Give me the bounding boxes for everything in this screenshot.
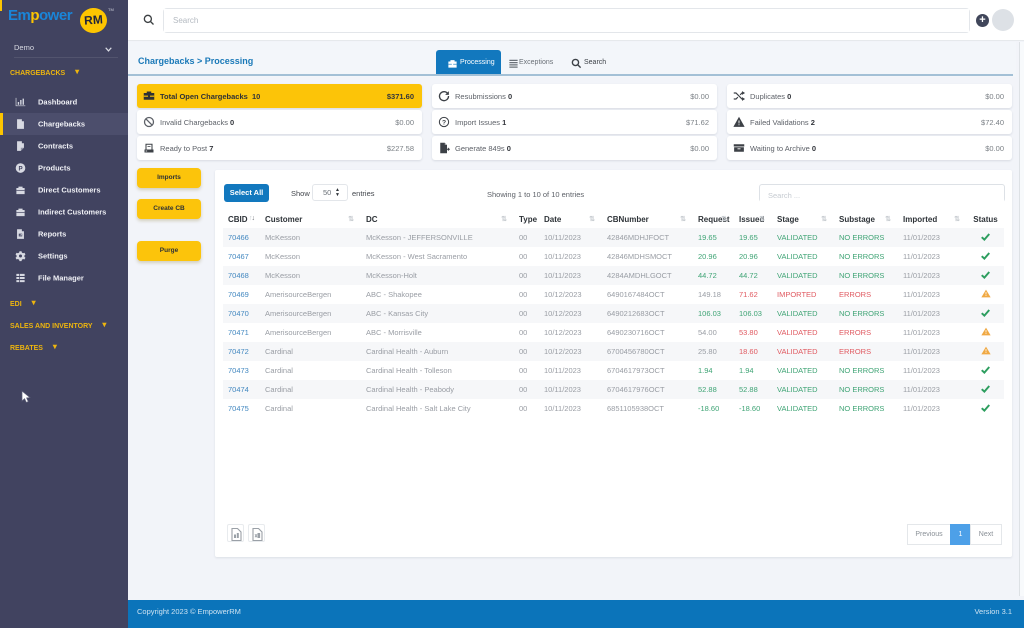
svg-text:?: ?	[442, 119, 446, 126]
svg-text:P: P	[18, 165, 22, 172]
